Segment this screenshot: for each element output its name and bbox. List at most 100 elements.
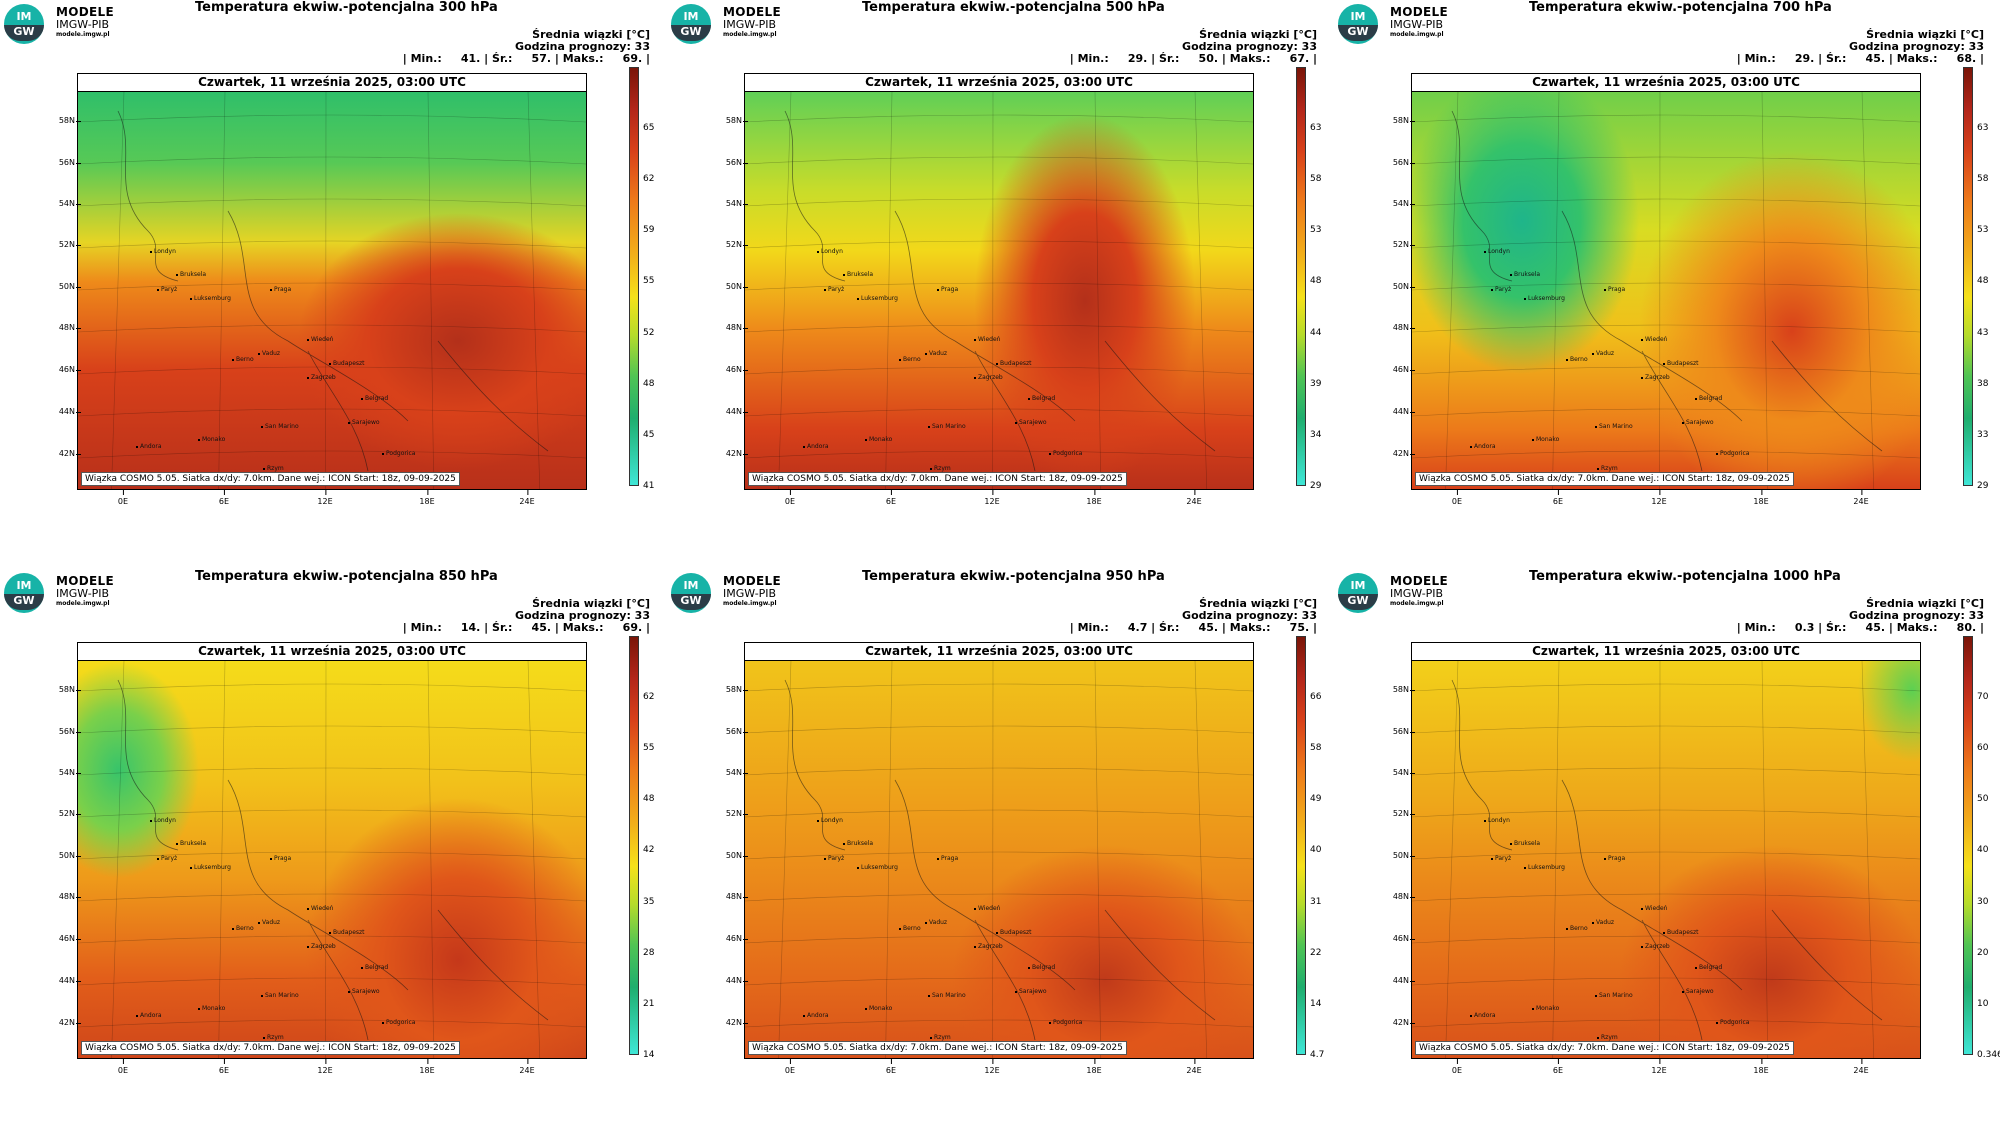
city-label: Praga: [936, 855, 959, 862]
stats-values: | Min.: 4.7 | Śr.: 45. | Maks.: 75. |: [1069, 621, 1317, 634]
longitude-label: 12E: [1651, 489, 1667, 506]
graticule-lines: [745, 91, 1253, 489]
city-label: Budapeszt: [1663, 360, 1699, 367]
city-label: Rzym: [263, 1034, 284, 1041]
city-label: Belgrad: [1027, 964, 1056, 971]
latitude-label: 46N: [35, 365, 81, 374]
city-label: Luksemburg: [857, 864, 898, 871]
latitude-label: 58N: [702, 116, 748, 125]
stats-heading: Średnia wiązki [°C]: [1199, 597, 1317, 610]
city-label: Vaduz: [1591, 919, 1615, 926]
imgw-logo: IM GW MODELE IMGW-PIB modele.imgw.pl: [4, 4, 154, 44]
city-label: San Marino: [1595, 992, 1633, 999]
city-label: Sarajewo: [348, 988, 380, 995]
valid-date: Czwartek, 11 września 2025, 03:00 UTC: [78, 74, 586, 92]
city-label: Budapeszt: [329, 929, 365, 936]
city-label: Berno: [232, 356, 254, 363]
scale-tick-label: 58: [1310, 174, 1322, 184]
stats-values: | Min.: 14. | Śr.: 45. | Maks.: 69. |: [402, 621, 650, 634]
city-label: Wiedeń: [306, 905, 334, 912]
scale-tick-label: 41: [643, 481, 655, 491]
forecast-hour: Godzina prognozy: 33: [1182, 40, 1317, 53]
city-label: Sarajewo: [1682, 419, 1714, 426]
map-frame: Czwartek, 11 września 2025, 03:00 UTC Lon…: [77, 642, 587, 1059]
longitude-label: 6E: [1552, 1058, 1564, 1075]
latitude-label: 48N: [702, 892, 748, 901]
temperature-field-map[interactable]: Londyn Bruksela Paryż Luksemburg Praga Wiedeń…: [745, 91, 1253, 489]
scale-tick-label: 28: [643, 948, 655, 958]
city-label: Andora: [803, 443, 829, 450]
org-sub: IMGW-PIB: [56, 587, 110, 600]
scale-tick-label: 44: [1310, 328, 1322, 338]
logo-top-text: IM: [683, 10, 699, 23]
latitude-label: 46N: [35, 934, 81, 943]
org-name: MODELE: [723, 5, 781, 19]
temperature-field-map[interactable]: Londyn Bruksela Paryż Luksemburg Praga Wiedeń…: [1412, 91, 1920, 489]
model-info-footer: Wiązka COSMO 5.05. Siatka dx/dy: 7.0km. …: [81, 1041, 460, 1055]
latitude-label: 44N: [35, 407, 81, 416]
city-label: Monako: [1531, 436, 1560, 443]
scale-tick-label: 49: [1310, 794, 1322, 804]
latitude-label: 58N: [702, 685, 748, 694]
stats-heading: Średnia wiązki [°C]: [1199, 28, 1317, 41]
city-label: Monako: [197, 1005, 226, 1012]
graticule-lines: [745, 660, 1253, 1058]
latitude-label: 46N: [702, 934, 748, 943]
temperature-field-map[interactable]: Londyn Bruksela Paryż Luksemburg Praga Wiedeń…: [745, 660, 1253, 1058]
longitude-label: 24E: [519, 489, 535, 506]
city-label: Wiedeń: [1640, 336, 1668, 343]
forecast-hour: Godzina prognozy: 33: [515, 609, 650, 622]
map-frame: Czwartek, 11 września 2025, 03:00 UTC Lon…: [1411, 73, 1921, 490]
latitude-label: 42N: [1369, 1018, 1415, 1027]
city-label: Belgrad: [360, 395, 389, 402]
panel-title: Temperatura ekwiw.-potencjalna 1000 hPa: [1529, 569, 1841, 584]
latitude-label: 50N: [1369, 282, 1415, 291]
scale-tick-label: 4.7: [1310, 1050, 1325, 1060]
latitude-label: 48N: [702, 323, 748, 332]
longitude-label: 12E: [317, 489, 333, 506]
forecast-panel: IM GW MODELE IMGW-PIB modele.imgw.pl Temperat…: [0, 569, 666, 1137]
imgw-logo-icon: IM GW: [4, 4, 44, 44]
longitude-label: 18E: [419, 489, 435, 506]
imgw-logo-icon: IM GW: [671, 4, 711, 44]
scale-tick-label: 53: [1310, 225, 1322, 235]
valid-date: Czwartek, 11 września 2025, 03:00 UTC: [745, 643, 1253, 661]
temperature-field-map[interactable]: Londyn Bruksela Paryż Luksemburg Praga Wiedeń…: [1412, 660, 1920, 1058]
longitude-label: 6E: [218, 489, 230, 506]
city-label: Wiedeń: [973, 336, 1001, 343]
city-label: Wiedeń: [973, 905, 1001, 912]
stats-box: Średnia wiązki [°C] Godzina prognozy: 33 |…: [403, 29, 650, 65]
longitude-label: 18E: [1753, 489, 1769, 506]
graticule-lines: [1412, 91, 1920, 489]
panel-title: Temperatura ekwiw.-potencjalna 700 hPa: [1529, 0, 1832, 15]
city-label: Praga: [1603, 855, 1626, 862]
city-label: Belgrad: [1027, 395, 1056, 402]
latitude-label: 46N: [702, 365, 748, 374]
temperature-field-map[interactable]: Londyn Bruksela Paryż Luksemburg Praga Wiedeń…: [78, 91, 586, 489]
org-sub: IMGW-PIB: [723, 18, 777, 31]
logo-bottom-text: GW: [1338, 25, 1378, 41]
city-label: Luksemburg: [1524, 864, 1565, 871]
city-label: Londyn: [817, 248, 843, 255]
latitude-label: 58N: [1369, 685, 1415, 694]
longitude-label: 18E: [1753, 1058, 1769, 1075]
city-label: Wiedeń: [1640, 905, 1668, 912]
city-label: Bruksela: [175, 271, 207, 278]
scale-tick-label: 48: [643, 379, 655, 389]
stats-values: | Min.: 0.3 | Śr.: 45. | Maks.: 80. |: [1736, 621, 1984, 634]
city-label: Berno: [1566, 356, 1588, 363]
temperature-field-map[interactable]: Londyn Bruksela Paryż Luksemburg Praga Wiedeń…: [78, 660, 586, 1058]
city-label: Berno: [899, 356, 921, 363]
longitude-label: 18E: [1086, 1058, 1102, 1075]
scale-tick-label: 53: [1977, 225, 1989, 235]
city-label: Zagrzeb: [1641, 374, 1670, 381]
org-url: modele.imgw.pl: [1390, 31, 1444, 38]
forecast-hour: Godzina prognozy: 33: [1849, 609, 1984, 622]
model-info-footer: Wiązka COSMO 5.05. Siatka dx/dy: 7.0km. …: [748, 472, 1127, 486]
latitude-label: 44N: [1369, 976, 1415, 985]
scale-tick-label: 58: [1310, 743, 1322, 753]
logo-bottom-text: GW: [4, 25, 44, 41]
imgw-logo: IM GW MODELE IMGW-PIB modele.imgw.pl: [1338, 573, 1488, 613]
forecast-hour: Godzina prognozy: 33: [1849, 40, 1984, 53]
forecast-panel: IM GW MODELE IMGW-PIB modele.imgw.pl Temperat…: [1334, 0, 2000, 568]
